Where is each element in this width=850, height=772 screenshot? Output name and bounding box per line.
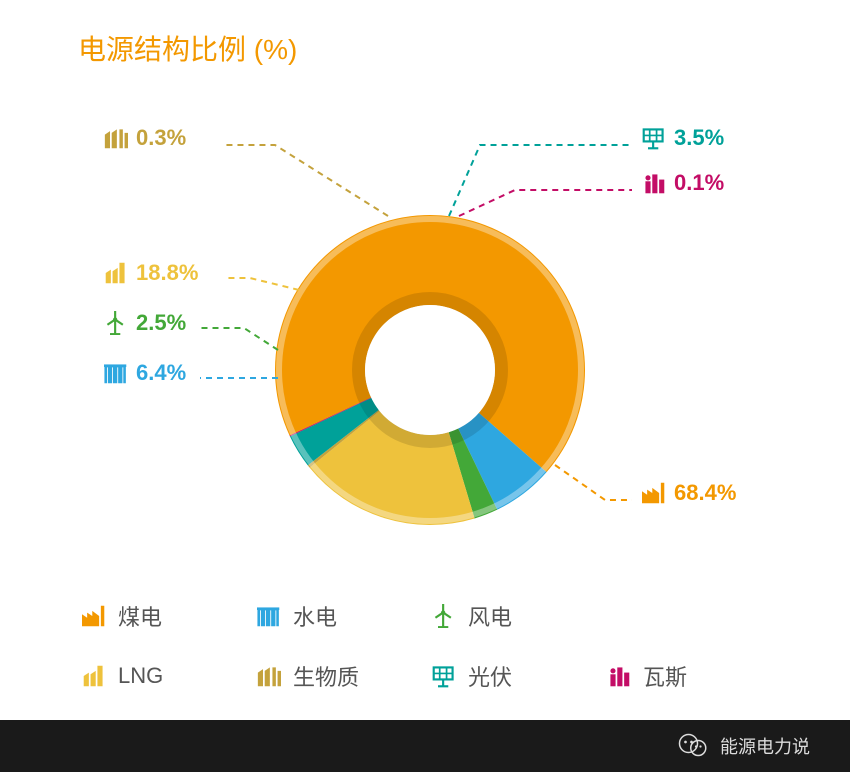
callout-value: 0.1% [674, 170, 724, 196]
legend-row: LNG 生物质 光伏 瓦斯 [80, 660, 780, 692]
legend-item-solar: 光伏 [430, 660, 605, 692]
legend-item-coal: 煤电 [80, 600, 255, 632]
leader-lng [225, 278, 299, 290]
callout-wind: 2.5% [102, 310, 186, 336]
legend-label: 瓦斯 [643, 660, 687, 692]
footer-text: 能源电力说 [720, 733, 810, 759]
callout-lng: 18.8% [102, 260, 198, 286]
callout-value: 6.4% [136, 360, 186, 386]
factory-icon [80, 604, 108, 628]
callout-value: 18.8% [136, 260, 198, 286]
callout-gas: 0.1% [640, 170, 724, 196]
industry-icon [80, 664, 108, 688]
legend-item-biomass: 生物质 [255, 660, 430, 692]
donut-chart-slot [0, 0, 850, 605]
tower-icon [605, 664, 633, 688]
factory-icon [640, 481, 668, 505]
callout-value: 0.3% [136, 125, 186, 151]
legend-label: 风电 [468, 600, 512, 632]
wechat-icon [678, 733, 708, 759]
legend-item-gas: 瓦斯 [605, 660, 780, 692]
legend-item-wind: 风电 [430, 600, 605, 632]
plant-icon [102, 126, 130, 150]
solar-icon [430, 664, 458, 688]
callout-solar: 3.5% [640, 125, 724, 151]
windmill-icon [102, 311, 130, 335]
solar-icon [640, 126, 668, 150]
footer-bar: 能源电力说 [0, 720, 850, 772]
legend-item-hydro: 水电 [255, 600, 430, 632]
donut-chart-svg [0, 0, 850, 600]
dam-icon [255, 604, 283, 628]
legend-label: LNG [118, 663, 163, 689]
leader-biomass [225, 145, 388, 216]
dam-icon [102, 361, 130, 385]
legend-label: 煤电 [118, 600, 162, 632]
callout-hydro: 6.4% [102, 360, 186, 386]
leader-gas [459, 190, 632, 216]
legend-item-lng: LNG [80, 660, 255, 692]
legend-row: 煤电 水电 风电 [80, 600, 780, 632]
legend-label: 水电 [293, 600, 337, 632]
leader-coal [555, 465, 632, 500]
legend: 煤电 水电 风电 LNG 生物质 光伏 瓦斯 [80, 600, 780, 720]
legend-label: 光伏 [468, 660, 512, 692]
industry-icon [102, 261, 130, 285]
windmill-icon [430, 604, 458, 628]
callout-coal: 68.4% [640, 480, 736, 506]
callout-biomass: 0.3% [102, 125, 186, 151]
leader-wind [200, 328, 278, 350]
callout-value: 68.4% [674, 480, 736, 506]
page-root: 电源结构比例 (%) 0.3%18.8%2.5%6.4%3.5%0.1%68.4… [0, 0, 850, 772]
tower-icon [640, 171, 668, 195]
leader-solar [449, 145, 632, 216]
callout-value: 3.5% [674, 125, 724, 151]
legend-label: 生物质 [293, 660, 359, 692]
plant-icon [255, 664, 283, 688]
callout-value: 2.5% [136, 310, 186, 336]
